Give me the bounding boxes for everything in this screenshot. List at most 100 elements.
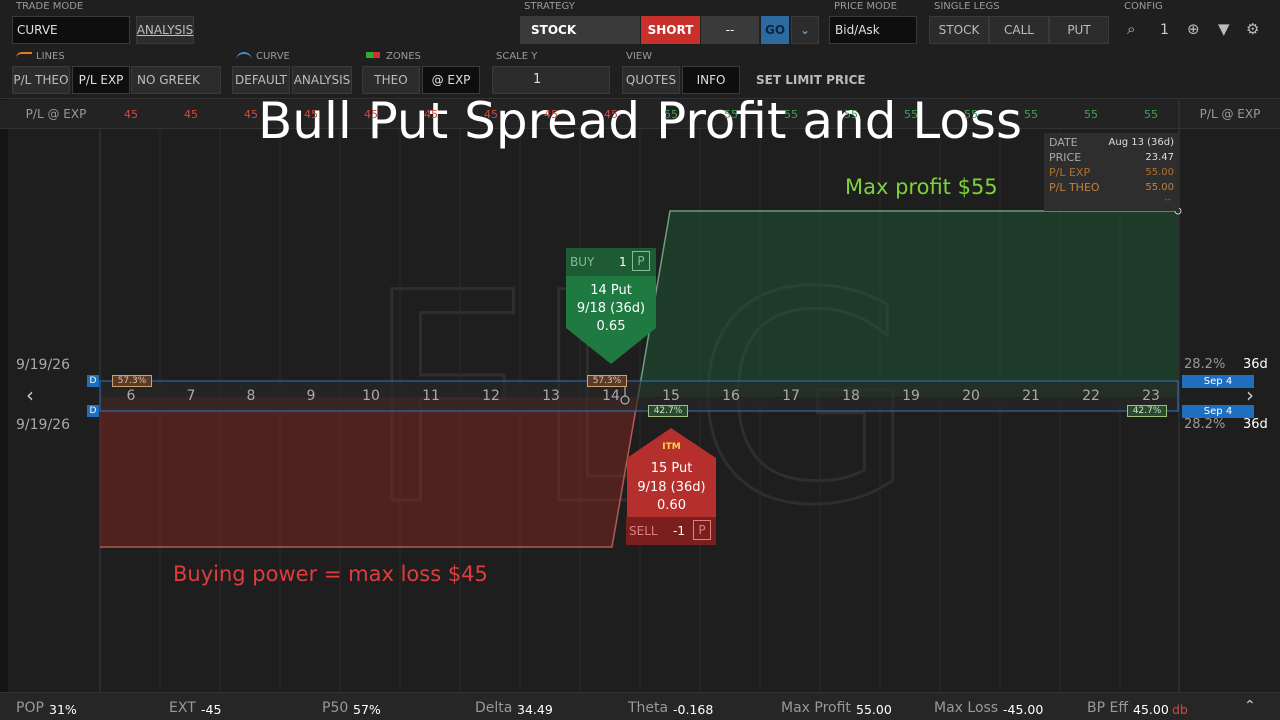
scale-value: 1 <box>533 72 542 87</box>
buy-type: P <box>632 251 650 271</box>
pl-line <box>637 210 1178 398</box>
collapse[interactable]: ⌃ <box>1244 698 1256 714</box>
pl-value: 45 <box>604 108 618 121</box>
pl-value: 55 <box>904 108 918 121</box>
button[interactable]: ANALYSIS <box>292 66 352 94</box>
date-tag: Sep 4 <box>1182 375 1254 388</box>
buy-header[interactable] <box>566 248 656 276</box>
status-label: Max Loss <box>934 700 999 716</box>
group-label: ZONES <box>386 51 421 62</box>
prob-tag: 57.3% <box>112 375 152 387</box>
scroll-left[interactable]: ‹ <box>26 383 34 407</box>
strike-label: 18 <box>842 388 860 404</box>
button[interactable]: DEFAULT <box>232 66 290 94</box>
status-label: POP <box>16 700 44 716</box>
button[interactable]: P/L EXP <box>72 66 130 94</box>
status-value: -45 <box>201 702 222 717</box>
info-value: 55.00 <box>1145 167 1174 178</box>
status-value: -45.00 <box>1003 702 1044 717</box>
status-value: 45.00 <box>1133 702 1169 717</box>
icon[interactable]: ⌕ <box>1127 20 1136 38</box>
button[interactable]: QUOTES <box>622 66 680 94</box>
button[interactable]: @ EXP <box>422 66 480 94</box>
date-tag: Sep 4 <box>1182 405 1254 418</box>
buy-tag[interactable] <box>566 276 656 364</box>
button[interactable]: NO GREEK <box>131 66 221 94</box>
strike-label: 15 <box>662 388 680 404</box>
pl-value: 45 <box>364 108 378 121</box>
strike-label: 11 <box>422 388 440 404</box>
group-label: VIEW <box>626 51 652 62</box>
group-label: CONFIG <box>1124 1 1163 12</box>
sell-tag[interactable] <box>627 428 716 517</box>
strike-label: 10 <box>362 388 380 404</box>
button[interactable]: ANALYSIS <box>136 16 194 44</box>
icon[interactable]: ⊕ <box>1187 20 1200 38</box>
button[interactable]: CURVE <box>12 16 130 44</box>
strike-label: 8 <box>246 388 256 404</box>
right-prob: 28.2% <box>1184 417 1226 432</box>
button[interactable]: STOCK <box>929 16 989 44</box>
group-label: STRATEGY <box>524 1 575 12</box>
dropdown[interactable]: ⌄ <box>791 16 819 44</box>
pl-value: 55 <box>1084 108 1098 121</box>
strike-label: 9 <box>306 388 316 404</box>
group-label: TRADE MODE <box>16 1 84 12</box>
buy-side: BUY <box>570 255 595 269</box>
scroll-right[interactable]: › <box>1246 383 1254 407</box>
sell-footer[interactable] <box>626 517 716 545</box>
strike-label: 22 <box>1082 388 1100 404</box>
button[interactable]: PUT <box>1049 16 1109 44</box>
icon <box>366 52 380 58</box>
button[interactable]: -- <box>701 16 759 44</box>
info-key: P/L THEO <box>1049 181 1100 194</box>
button[interactable]: CALL <box>989 16 1049 44</box>
strike-label: 16 <box>722 388 740 404</box>
group-label: CURVE <box>256 51 290 62</box>
info-footer: -- <box>1164 195 1172 205</box>
d-marker[interactable]: D <box>87 375 99 387</box>
button[interactable]: INFO <box>682 66 740 94</box>
d-marker[interactable]: D <box>87 405 99 417</box>
scale-group[interactable] <box>492 66 610 94</box>
strike-label: 6 <box>126 388 136 404</box>
max-loss-note: Buying power = max loss $45 <box>173 562 488 586</box>
status-label: BP Eff <box>1087 700 1128 716</box>
strike-label: 20 <box>962 388 980 404</box>
pl-value: 55 <box>724 108 738 121</box>
button[interactable]: Bid/Ask <box>829 16 917 44</box>
group-label: SINGLE LEGS <box>934 1 1000 12</box>
sell-qty: -1 <box>673 524 685 538</box>
button[interactable]: P/L THEO <box>12 66 70 94</box>
config-value: 1 <box>1160 22 1169 38</box>
button[interactable]: SHORT <box>641 16 700 44</box>
strike-label: 12 <box>482 388 500 404</box>
info-value: Aug 13 (36d) <box>1108 137 1174 148</box>
sell-expiry: 9/18 (36d) <box>637 479 706 495</box>
button[interactable]: GO <box>761 16 789 44</box>
pl-value: 45 <box>304 108 318 121</box>
sell-strike: 15 Put <box>650 461 693 476</box>
strike-label: 17 <box>782 388 800 404</box>
sidebar <box>0 99 8 692</box>
icon[interactable]: ⚙ <box>1246 20 1260 38</box>
button[interactable]: THEO <box>362 66 420 94</box>
pl-value: 45 <box>544 108 558 121</box>
prob-tag: 42.7% <box>648 405 688 417</box>
status-label: P50 <box>322 700 349 716</box>
strike-label: 19 <box>902 388 920 404</box>
header-right: P/L @ EXP <box>1199 107 1261 121</box>
status-unit: db <box>1172 702 1188 717</box>
limit-price[interactable]: SET LIMIT PRICE <box>756 73 866 87</box>
pl-value: 55 <box>664 108 678 121</box>
button[interactable]: STOCK <box>520 16 640 44</box>
strike-label: 7 <box>186 388 196 404</box>
icon[interactable]: ▼ <box>1218 20 1230 38</box>
buy-price: 0.65 <box>596 319 626 334</box>
status-label: Theta <box>628 700 669 716</box>
group-label: LINES <box>36 51 65 62</box>
status-value: -0.168 <box>673 702 714 717</box>
max-profit-note: Max profit $55 <box>845 175 998 199</box>
